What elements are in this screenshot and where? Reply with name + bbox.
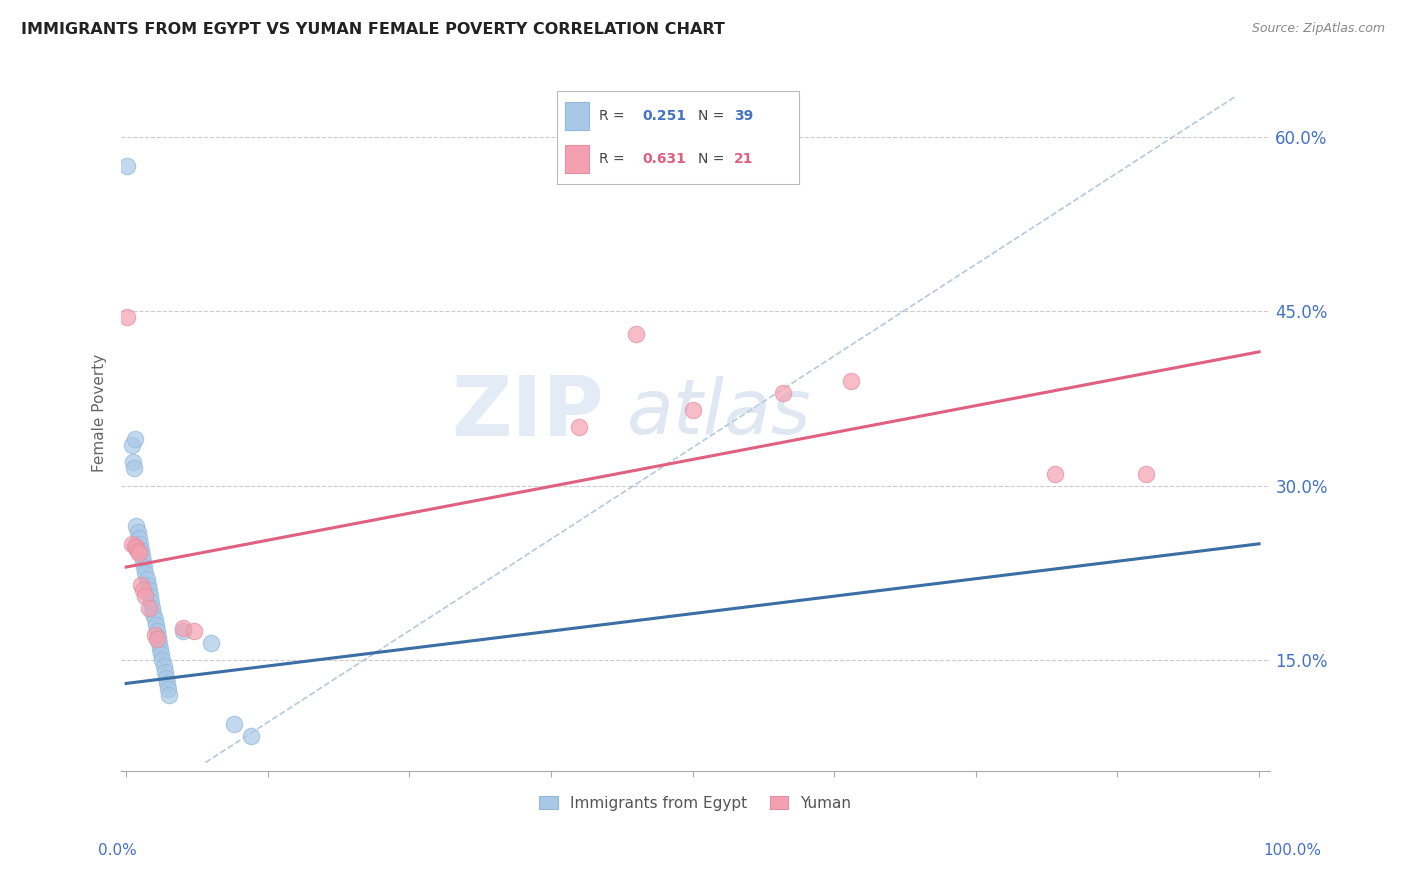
Point xyxy=(1043,467,1066,481)
Point xyxy=(132,554,155,568)
Point xyxy=(138,583,160,598)
Point xyxy=(146,632,169,647)
Point xyxy=(135,572,157,586)
Text: 0.0%: 0.0% xyxy=(98,843,138,858)
Point xyxy=(122,455,145,469)
Point xyxy=(121,438,143,452)
Point xyxy=(128,537,150,551)
Text: atlas: atlas xyxy=(627,376,811,450)
Point xyxy=(139,595,162,609)
Point xyxy=(129,542,152,557)
Point xyxy=(145,618,167,632)
Point xyxy=(157,688,180,702)
Y-axis label: Female Poverty: Female Poverty xyxy=(93,354,107,472)
Point xyxy=(1135,467,1157,481)
Text: 100.0%: 100.0% xyxy=(1264,843,1322,858)
Point xyxy=(127,525,149,540)
Point xyxy=(128,546,150,560)
Point xyxy=(172,624,194,638)
Point xyxy=(222,717,245,731)
Point xyxy=(131,549,153,563)
Point xyxy=(129,577,152,591)
Point xyxy=(134,589,156,603)
Point xyxy=(682,403,704,417)
Point xyxy=(568,420,591,434)
Point xyxy=(624,327,647,342)
Point xyxy=(138,600,160,615)
Point xyxy=(124,539,146,553)
Point xyxy=(156,676,179,690)
Point xyxy=(172,621,194,635)
Point xyxy=(153,665,176,679)
Point xyxy=(142,607,165,621)
Legend: Immigrants from Egypt, Yuman: Immigrants from Egypt, Yuman xyxy=(533,789,858,817)
Point xyxy=(146,630,169,644)
Point xyxy=(136,577,159,591)
Point xyxy=(148,636,170,650)
Text: IMMIGRANTS FROM EGYPT VS YUMAN FEMALE POVERTY CORRELATION CHART: IMMIGRANTS FROM EGYPT VS YUMAN FEMALE PO… xyxy=(21,22,725,37)
Point xyxy=(149,641,172,656)
Text: Source: ZipAtlas.com: Source: ZipAtlas.com xyxy=(1251,22,1385,36)
Point xyxy=(139,589,162,603)
Point xyxy=(125,541,148,556)
Point xyxy=(183,624,205,638)
Point xyxy=(124,432,146,446)
Point xyxy=(152,659,174,673)
Text: ZIP: ZIP xyxy=(451,373,603,453)
Point xyxy=(239,729,262,743)
Point xyxy=(146,624,169,638)
Point xyxy=(132,583,155,598)
Point xyxy=(143,627,166,641)
Point xyxy=(772,385,794,400)
Point xyxy=(141,600,163,615)
Point xyxy=(125,519,148,533)
Point xyxy=(134,566,156,580)
Point xyxy=(152,653,174,667)
Point xyxy=(155,671,177,685)
Point xyxy=(200,636,222,650)
Point xyxy=(143,612,166,626)
Point xyxy=(128,531,150,545)
Point xyxy=(117,310,139,324)
Point xyxy=(117,159,139,173)
Point xyxy=(150,648,173,662)
Point xyxy=(839,374,862,388)
Point xyxy=(127,543,149,558)
Point xyxy=(134,560,156,574)
Point xyxy=(121,537,143,551)
Point xyxy=(157,682,180,697)
Point xyxy=(122,461,145,475)
